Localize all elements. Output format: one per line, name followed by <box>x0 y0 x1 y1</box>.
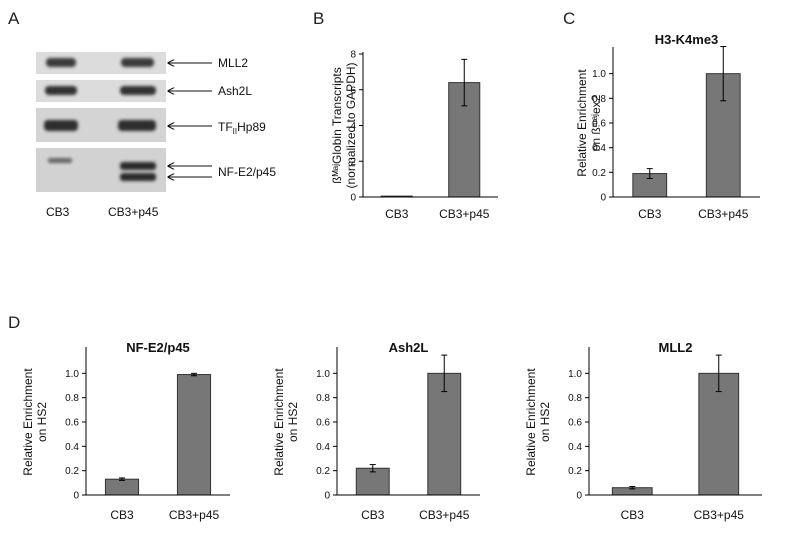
y-axis-label-line: (normalized to GAPDH) <box>344 62 358 188</box>
y-tick-label: 0.8 <box>568 393 582 404</box>
chart-b: ßᴹᵃʲGlobin Transcripts(normalized to GAP… <box>330 50 498 221</box>
chart-c: H3-K4me3 Relative Enrichmenton ßᵐᵃʲex2 CB3… <box>575 32 760 221</box>
y-axis-label-line: on HS2 <box>538 402 552 442</box>
panel-label-b: B <box>313 9 324 28</box>
y-tick-label: 0.6 <box>65 418 79 429</box>
y-axis-label: Relative Enrichmenton HS2 <box>21 368 49 476</box>
y-axis-label: Relative Enrichmenton ßᵐᵃʲex2 <box>575 69 603 177</box>
y-tick-label: 0.8 <box>65 393 79 404</box>
y-tick-label: 0.6 <box>592 119 606 130</box>
blot-band <box>120 173 156 181</box>
y-tick-label: 0 <box>600 193 606 204</box>
blot-band <box>121 58 154 67</box>
blot-band <box>48 158 72 163</box>
panel-label-d: D <box>8 313 20 332</box>
y-tick-label: 0.4 <box>65 442 79 453</box>
category-label: CB3 <box>361 508 385 522</box>
y-axis-label: Relative Enrichmenton HS2 <box>272 368 300 476</box>
category-label: CB3 <box>385 207 409 221</box>
y-axis-label: ßᴹᵃʲGlobin Transcripts(normalized to GAP… <box>330 62 358 188</box>
tf-subscript: II <box>233 127 237 136</box>
y-tick-label: 2 <box>350 157 356 168</box>
blot-band <box>120 86 156 95</box>
y-axis-label-line: Relative Enrichment <box>524 368 538 476</box>
blot-strip-ash2l <box>36 80 166 102</box>
y-tick-label: 0.2 <box>592 168 606 179</box>
y-tick-label: 4 <box>350 121 356 132</box>
category-label: CB3 <box>638 207 662 221</box>
y-tick-label: 0.6 <box>316 418 330 429</box>
blot-strip-mll2 <box>36 52 166 74</box>
lane-label-cb3-p45: CB3+p45 <box>108 205 159 219</box>
tf-prefix: TF <box>218 120 233 134</box>
category-label: CB3+p45 <box>694 508 745 522</box>
panel-label-a: A <box>8 9 20 28</box>
y-tick-label: 0.2 <box>568 466 582 477</box>
y-tick-label: 0 <box>576 491 582 502</box>
y-axis-label-line: Relative Enrichment <box>272 368 286 476</box>
y-tick-label: 0.4 <box>592 143 606 154</box>
y-axis-label-line: on HS2 <box>35 402 49 442</box>
y-tick-label: 6 <box>350 85 356 96</box>
blot-band <box>44 120 78 131</box>
chart-d-ash2l: Ash2L Relative Enrichmenton HS2 CB3 CB3+p45… <box>272 340 480 522</box>
western-blot: MLL2 Ash2L TFIIHp89 NF-E2/p45 CB3 CB3+p4… <box>36 52 276 219</box>
blot-label-tfiihp89: TFIIHp89 <box>218 120 266 136</box>
y-tick-label: 0 <box>350 193 356 204</box>
category-label: CB3+p45 <box>698 207 749 221</box>
y-tick-label: 0.2 <box>65 466 79 477</box>
category-label: CB3 <box>621 508 645 522</box>
bar-cb3 <box>104 478 140 496</box>
y-tick-label: 0 <box>324 491 330 502</box>
category-label: CB3+p45 <box>169 508 220 522</box>
y-tick-label: 1.0 <box>65 369 79 380</box>
category-label: CB3+p45 <box>439 207 490 221</box>
y-tick-label: 0 <box>73 491 79 502</box>
blot-label-mll2: MLL2 <box>218 56 248 70</box>
bar-cb3-p45 <box>698 372 740 496</box>
blot-label-ash2l: Ash2L <box>218 84 252 98</box>
chart-title: NF-E2/p45 <box>126 340 190 355</box>
y-tick-label: 0.4 <box>568 442 582 453</box>
panel-label-c: C <box>563 9 575 28</box>
blot-band <box>120 162 156 170</box>
bar-cb3-p45 <box>176 374 212 496</box>
y-axis-label: Relative Enrichmenton HS2 <box>524 368 552 476</box>
y-tick-label: 1.0 <box>316 369 330 380</box>
y-axis-label-line: Relative Enrichment <box>575 69 589 177</box>
y-tick-label: 1.0 <box>568 369 582 380</box>
y-axis-label-line: on HS2 <box>286 402 300 442</box>
chart-title: H3-K4me3 <box>655 32 719 47</box>
category-label: CB3 <box>110 508 134 522</box>
y-axis-label-line: on ßᵐᵃʲex2 <box>589 94 603 151</box>
y-axis-label-line: ßᴹᵃʲGlobin Transcripts <box>330 67 344 184</box>
blot-band <box>45 86 77 95</box>
y-tick-label: 0.8 <box>316 393 330 404</box>
y-tick-label: 0.4 <box>316 442 330 453</box>
tf-suffix: Hp89 <box>237 120 266 134</box>
category-label: CB3+p45 <box>419 508 470 522</box>
chart-title: Ash2L <box>389 340 429 355</box>
blot-band <box>118 120 156 131</box>
blot-label-p45: NF-E2/p45 <box>218 165 276 179</box>
chart-title: MLL2 <box>659 340 693 355</box>
y-tick-label: 8 <box>350 50 356 61</box>
y-tick-label: 0.8 <box>592 94 606 105</box>
y-axis-label-line: Relative Enrichment <box>21 368 35 476</box>
chart-d-mll2: MLL2 Relative Enrichmenton HS2 CB3 CB3+p45 0… <box>524 340 762 522</box>
blot-band <box>46 58 76 67</box>
lane-label-cb3: CB3 <box>46 205 70 219</box>
y-tick-label: 0.6 <box>568 418 582 429</box>
chart-d-nfe2-p45: NF-E2/p45 Relative Enrichmenton HS2 CB3 CB3… <box>21 340 230 522</box>
y-tick-label: 0.2 <box>316 466 330 477</box>
y-tick-label: 1.0 <box>592 69 606 80</box>
